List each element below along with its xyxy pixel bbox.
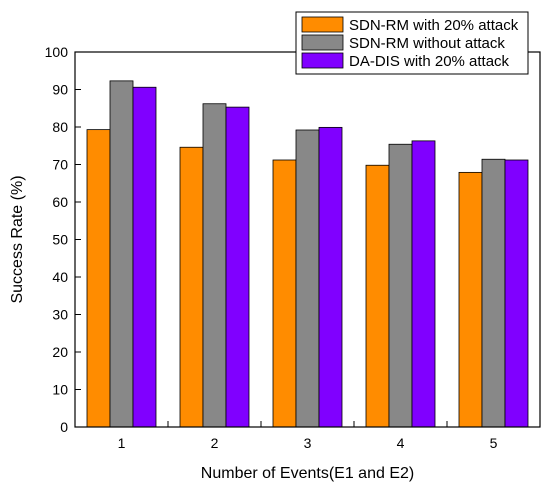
y-tick-label: 50 [52, 232, 68, 248]
y-tick-label: 40 [52, 269, 68, 285]
y-tick-label: 90 [52, 82, 68, 98]
x-axis: 1 2 3 4 5 [118, 421, 498, 451]
bar-series-0-cat-5 [458, 171, 483, 428]
bar-series-2-cat-4 [411, 140, 436, 428]
bar-series-1-cat-4 [388, 143, 413, 428]
y-tick-label: 60 [52, 194, 68, 210]
bar-series-1-cat-2 [202, 103, 227, 428]
bar-series-2-cat-5 [504, 159, 529, 428]
bar-series-1-cat-5 [481, 158, 506, 428]
legend-label-sdn-rm-without-attack: SDN-RM without attack [349, 35, 505, 52]
bar-series-2-cat-3 [318, 126, 343, 428]
y-tick-label: 30 [52, 307, 68, 323]
bar-series-1-cat-3 [295, 129, 320, 428]
bar-series-0-cat-1 [86, 129, 111, 428]
bar-series-1-cat-1 [109, 80, 134, 428]
y-tick-label: 0 [60, 419, 68, 435]
y-tick-label: 20 [52, 344, 68, 360]
legend-swatch-sdn-rm-without-attack [301, 34, 344, 51]
legend-label-sdn-rm-with-attack: SDN-RM with 20% attack [349, 17, 519, 34]
legend-swatch-sdn-rm-with-attack [301, 16, 344, 33]
bar-series-0-cat-3 [272, 159, 297, 428]
x-tick-label: 2 [211, 435, 219, 451]
y-axis-title: Success Rate (%) [9, 175, 26, 303]
x-tick-label: 5 [490, 435, 498, 451]
y-axis: 0 10 20 30 40 50 60 70 80 90 100 [45, 44, 81, 435]
x-tick-label: 1 [118, 435, 126, 451]
legend-swatch-da-dis-with-attack [301, 52, 344, 69]
bars-group [86, 80, 529, 428]
x-tick-label: 3 [304, 435, 312, 451]
y-tick-label: 100 [45, 44, 69, 60]
bar-series-0-cat-4 [365, 164, 390, 428]
x-tick-label: 4 [397, 435, 405, 451]
y-tick-label: 70 [52, 157, 68, 173]
y-tick-label: 80 [52, 119, 68, 135]
bar-series-2-cat-2 [225, 106, 250, 428]
bar-series-2-cat-1 [132, 86, 157, 428]
legend-label-da-dis-with-attack: DA-DIS with 20% attack [349, 53, 510, 70]
y-tick-label: 10 [52, 382, 68, 398]
bar-series-0-cat-2 [179, 146, 204, 428]
x-axis-title: Number of Events(E1 and E2) [201, 465, 414, 482]
legend: SDN-RM with 20% attack SDN-RM without at… [295, 11, 529, 75]
